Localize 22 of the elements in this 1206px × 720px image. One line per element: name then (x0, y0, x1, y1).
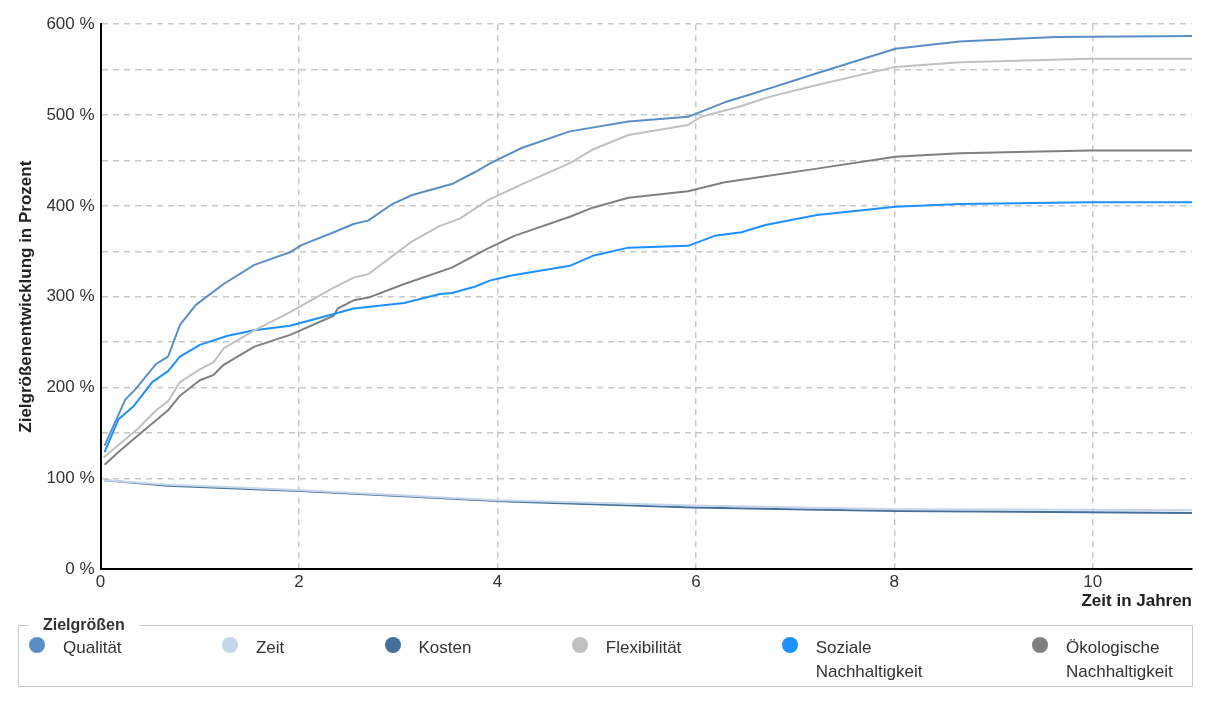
x-tick-label: 6 (691, 572, 701, 592)
legend-label: Soziale Nachhaltigkeit (815, 637, 924, 683)
y-tick-label: 400 % (46, 195, 95, 215)
legend-label: Kosten (418, 637, 472, 659)
legend-label: Ökologische Nachhaltigkeit (1065, 637, 1174, 683)
y-tick-label: 0 % (65, 558, 95, 578)
legend-title: Zielgrößen (42, 616, 126, 634)
legend-label: Flexibilität (605, 637, 682, 659)
x-tick-label: 10 (1083, 572, 1103, 592)
legend-label: Qualität (63, 637, 122, 659)
y-tick-label: 300 % (46, 286, 95, 306)
x-tick-label: 8 (889, 572, 900, 592)
y-axis-title: Zielgrößenentwicklung in Prozent (15, 160, 35, 433)
legend-label: Zeit (255, 637, 285, 659)
y-tick-label: 200 % (46, 377, 95, 397)
y-tick-label: 100 % (46, 468, 95, 488)
y-tick-label: 500 % (46, 104, 95, 124)
x-tick-label: 0 (95, 572, 106, 592)
x-tick-label: 2 (294, 572, 304, 592)
x-axis-title: Zeit in Jahren (1081, 591, 1192, 611)
x-tick-label: 4 (492, 572, 503, 592)
y-tick-label: 600 % (46, 13, 95, 33)
